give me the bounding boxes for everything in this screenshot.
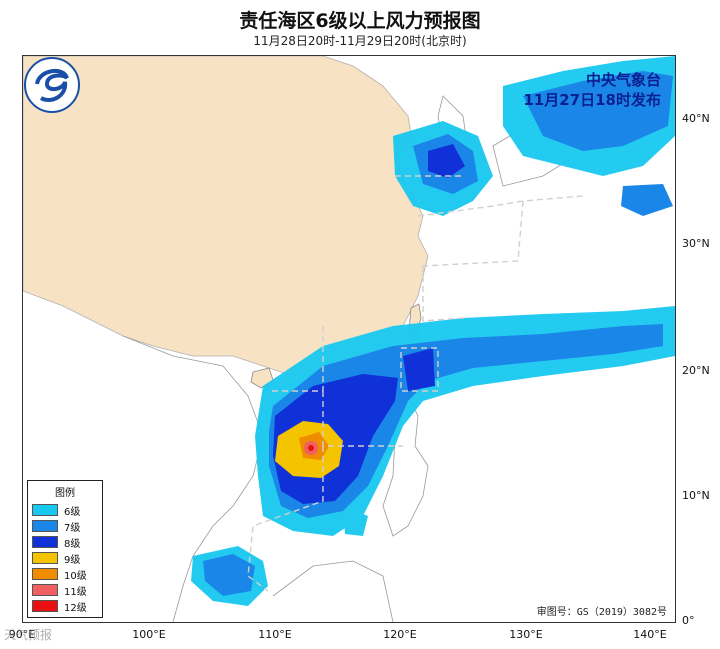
legend-label: 7级 xyxy=(64,522,81,534)
lat-label-30: 30°N xyxy=(682,237,710,250)
legend-label: 11级 xyxy=(64,586,87,598)
legend-title: 图例 xyxy=(55,488,75,499)
legend-swatch xyxy=(32,584,58,596)
china-land xyxy=(23,56,429,377)
legend-label: 8级 xyxy=(64,538,81,550)
legend-item: 10级 xyxy=(32,566,98,582)
wind-forecast-map: 中央气象台 11月27日18时发布 图例 6级 7级 8级 9级 10级 11级… xyxy=(22,55,676,623)
lat-label-0: 0° xyxy=(682,614,695,627)
lat-label-40: 40°N xyxy=(682,112,710,125)
wind-level-12 xyxy=(308,445,314,451)
map-approval-number: 审图号：GS（2019）3082号 xyxy=(536,607,667,618)
issuer-info: 中央气象台 11月27日18时发布 xyxy=(523,70,661,110)
legend-item: 9级 xyxy=(32,550,98,566)
map-legend: 图例 6级 7级 8级 9级 10级 11级 12级 xyxy=(27,480,103,618)
lon-label-130: 130°E xyxy=(509,628,543,641)
legend-label: 10级 xyxy=(64,570,87,582)
philippines-outline xyxy=(382,384,429,537)
legend-label: 12级 xyxy=(64,602,87,614)
borneo-outline xyxy=(272,560,394,622)
legend-label: 9级 xyxy=(64,554,81,566)
legend-item: 8级 xyxy=(32,534,98,550)
lat-label-20: 20°N xyxy=(682,364,710,377)
indochina-outline xyxy=(122,335,264,622)
map-title: 责任海区6级以上风力预报图 xyxy=(239,10,481,32)
lon-label-120: 120°E xyxy=(383,628,417,641)
lon-label-110: 110°E xyxy=(258,628,292,641)
legend-item: 11级 xyxy=(32,582,98,598)
legend-item: 6级 xyxy=(32,502,98,518)
issue-time: 11月27日18时发布 xyxy=(523,91,661,109)
lon-label-140: 140°E xyxy=(633,628,667,641)
watermark-text: 天气预报 xyxy=(4,628,53,642)
legend-swatch xyxy=(32,552,58,564)
cma-logo-icon xyxy=(24,57,80,113)
legend-label: 6级 xyxy=(64,506,81,518)
map-subtitle: 11月28日20时-11月29日20时(北京时) xyxy=(253,34,467,48)
legend-swatch xyxy=(32,536,58,548)
lat-label-10: 10°N xyxy=(682,489,710,502)
legend-swatch xyxy=(32,568,58,580)
legend-swatch xyxy=(32,504,58,516)
issuer-name: 中央气象台 xyxy=(585,71,661,89)
legend-item: 12级 xyxy=(32,598,98,614)
legend-swatch xyxy=(32,600,58,612)
map-canvas xyxy=(23,56,675,622)
sea-area-boundaries xyxy=(247,175,584,592)
lon-label-100: 100°E xyxy=(132,628,166,641)
legend-swatch xyxy=(32,520,58,532)
lon-label-90: 90°E xyxy=(8,628,36,641)
legend-item: 7级 xyxy=(32,518,98,534)
